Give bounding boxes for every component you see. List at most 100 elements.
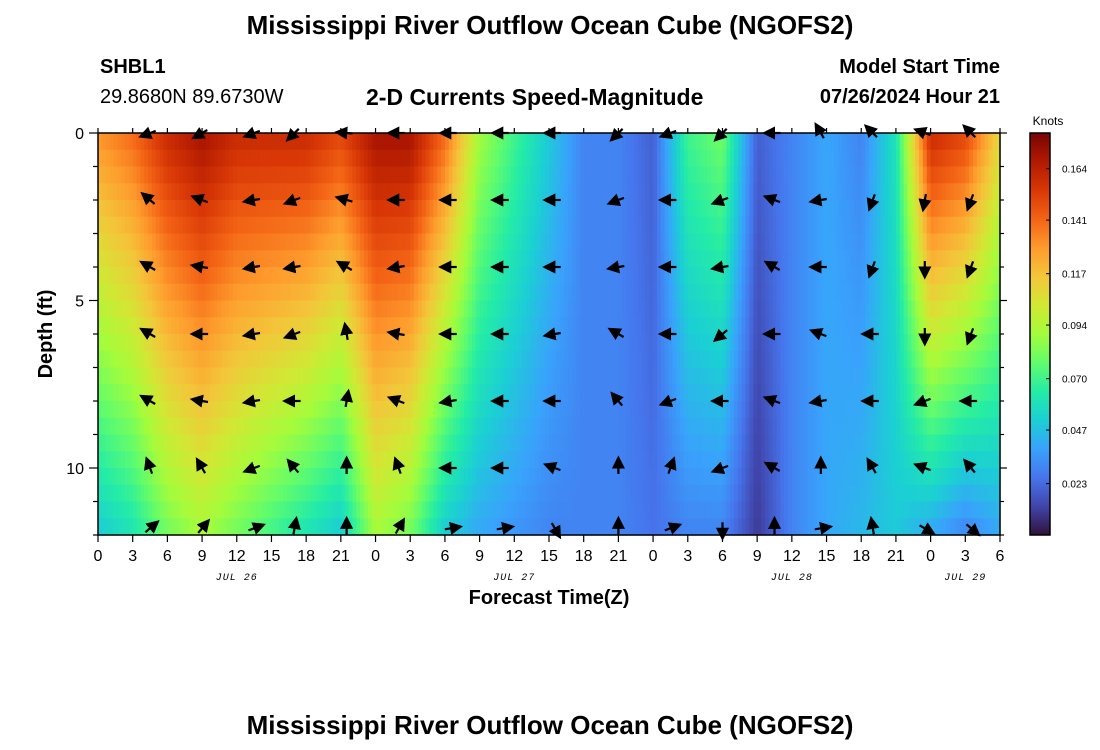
heatmap-cell: [595, 350, 600, 369]
heatmap-cell: [518, 166, 523, 184]
heatmap-cell: [583, 350, 589, 369]
heatmap-cell: [583, 417, 589, 436]
heatmap-cell: [780, 233, 785, 251]
heatmap-cell: [545, 216, 550, 235]
heatmap-cell: [672, 334, 677, 352]
heatmap-cell: [379, 200, 384, 218]
heatmap-cell: [660, 216, 666, 235]
heatmap-cell: [545, 518, 550, 536]
heatmap-cell: [629, 350, 635, 369]
heatmap-cell: [587, 149, 592, 168]
heatmap-cell: [406, 501, 411, 519]
heatmap-cell: [363, 166, 369, 184]
heatmap-cell: [560, 501, 566, 519]
heatmap-cell: [421, 283, 427, 302]
heatmap-cell: [549, 216, 554, 235]
heatmap-cell: [653, 133, 658, 151]
heatmap-cell: [564, 317, 569, 335]
heatmap-cell: [109, 233, 115, 251]
heatmap-cell: [363, 401, 369, 419]
heatmap-cell: [668, 216, 673, 235]
heatmap-cell: [271, 401, 276, 419]
heatmap-cell: [645, 518, 650, 536]
heatmap-cell: [136, 334, 141, 352]
heatmap-cell: [610, 417, 616, 436]
heatmap-cell: [433, 250, 438, 268]
heatmap-cell: [398, 434, 404, 452]
heatmap-cell: [745, 317, 751, 335]
heatmap-cell: [325, 350, 330, 369]
heatmap-cell: [352, 300, 357, 318]
heatmap-cell: [263, 283, 269, 302]
heatmap-cell: [259, 267, 265, 285]
heatmap-cell: [780, 484, 785, 503]
heatmap-cell: [363, 200, 369, 218]
heatmap-cell: [572, 317, 577, 335]
heatmap-cell: [583, 401, 589, 419]
heatmap-cell: [641, 367, 646, 385]
heatmap-cell: [522, 133, 527, 151]
heatmap-cell: [780, 300, 785, 318]
heatmap-cell: [606, 484, 612, 503]
heatmap-cell: [279, 200, 284, 218]
heatmap-cell: [807, 183, 812, 201]
heatmap-cell: [302, 233, 307, 251]
heatmap-cell: [209, 484, 215, 503]
heatmap-cell: [441, 384, 446, 402]
heatmap-cell: [213, 216, 219, 235]
heatmap-cell: [710, 401, 716, 419]
heatmap-cell: [117, 133, 122, 151]
heatmap-cell: [475, 468, 481, 486]
heatmap-cell: [410, 300, 415, 318]
heatmap-cell: [302, 367, 307, 385]
heatmap-cell: [101, 250, 107, 268]
heatmap-cell: [313, 149, 319, 168]
heatmap-cell: [279, 133, 284, 151]
heatmap-cell: [356, 149, 361, 168]
heatmap-cell: [668, 300, 673, 318]
heatmap-cell: [680, 367, 685, 385]
heatmap-cell: [209, 350, 215, 369]
heatmap-cell: [240, 417, 246, 436]
heatmap-cell: [356, 468, 361, 486]
heatmap-cell: [171, 233, 176, 251]
heatmap-cell: [822, 434, 828, 452]
heatmap-cell: [556, 468, 562, 486]
heatmap-cell: [155, 484, 161, 503]
heatmap-cell: [834, 350, 839, 369]
heatmap-cell: [753, 200, 758, 218]
heatmap-cell: [610, 334, 616, 352]
heatmap-cell: [109, 417, 115, 436]
heatmap-cell: [776, 149, 781, 168]
heatmap-cell: [294, 468, 300, 486]
heatmap-cell: [814, 183, 820, 201]
heatmap-cell: [506, 501, 512, 519]
heatmap-cell: [259, 434, 265, 452]
heatmap-cell: [822, 149, 828, 168]
heatmap-cell: [117, 233, 122, 251]
heatmap-cell: [402, 384, 407, 402]
heatmap-cell: [325, 216, 330, 235]
heatmap-cell: [306, 166, 311, 184]
heatmap-cell: [637, 350, 643, 369]
heatmap-cell: [888, 149, 893, 168]
heatmap-cell: [579, 451, 585, 469]
heatmap-cell: [182, 401, 188, 419]
heatmap-cell: [313, 200, 319, 218]
heatmap-cell: [117, 317, 122, 335]
heatmap-cell: [448, 283, 454, 302]
heatmap-cell: [568, 434, 573, 452]
heatmap-cell: [128, 434, 134, 452]
heatmap-cell: [668, 149, 673, 168]
heatmap-cell: [171, 149, 176, 168]
heatmap-cell: [159, 334, 165, 352]
heatmap-cell: [279, 434, 284, 452]
heatmap-cell: [784, 484, 789, 503]
heatmap-cell: [510, 183, 515, 201]
heatmap-cell: [325, 484, 330, 503]
heatmap-cell: [175, 267, 180, 285]
heatmap-cell: [248, 401, 253, 419]
heatmap-cell: [583, 317, 589, 335]
heatmap-cell: [768, 250, 774, 268]
heatmap-cell: [822, 300, 828, 318]
